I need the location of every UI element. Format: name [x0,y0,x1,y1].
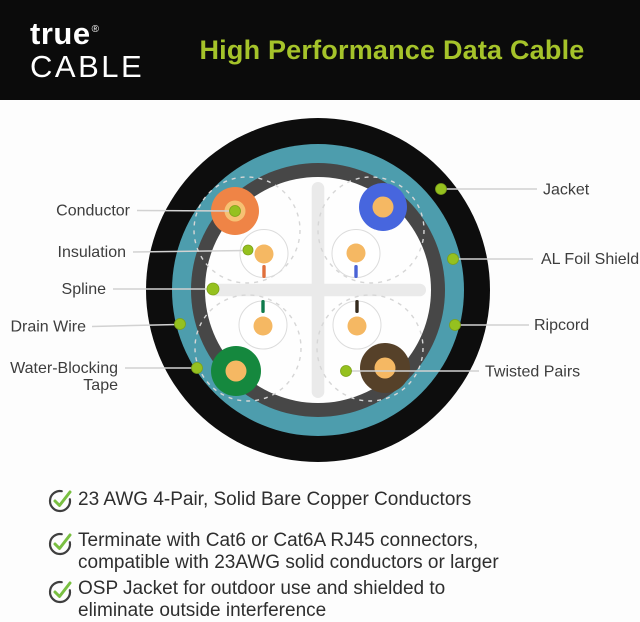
brand-word-true: true [30,16,91,51]
green-wire-conductor [225,360,247,382]
conductor-callout-line [136,209,234,212]
twisted-pair-brown [332,300,410,393]
feature-list: 23 AWG 4-Pair, Solid Bare Copper Conduct… [0,480,640,621]
feature-text: OSP Jacket for outdoor use and shielded … [78,578,445,622]
feature-line: compatible with 23AWG solid conductors o… [78,552,499,573]
pair-boundaries [193,176,425,402]
label-jacket: Jacket [543,182,590,199]
feature-line: 23 AWG 4-Pair, Solid Bare Copper Conduct… [78,489,472,510]
brand-name-true: true® [30,18,162,49]
page-title: High Performance Data Cable [199,34,585,65]
spline-cross [210,182,426,398]
marker-dots [174,183,461,377]
insulation-callout-line [132,249,247,253]
label-drain-wire: Drain Wire [10,319,86,336]
label-conductor: Conductor [56,203,130,220]
label-twisted-pairs: Twisted Pairs [485,364,580,381]
pair-boundary-top-right [317,176,425,284]
checkmark-icon [47,487,73,513]
water-blocking-tape-marker-dot [191,362,203,374]
label-ripcord: Ripcord [534,317,589,334]
checkmark-icon [47,578,73,604]
registered-trademark-mark: ® [91,24,100,35]
header-bar: true® CABLE High Performance Data Cable [0,0,640,100]
white-wire-orange-conductor [254,244,274,264]
orange-stripe [262,265,266,278]
white-wire-brown-conductor [347,316,367,336]
white-wire-green-conductor [253,316,273,336]
callout-lines [91,188,537,372]
feature-line: Terminate with Cat6 or Cat6A RJ45 connec… [78,530,479,551]
pair-boundary-bottom-left [194,294,302,402]
feature-line: eliminate outside interference [78,600,327,621]
label-tape: Tape [83,377,118,394]
insulation-marker-dot [242,244,254,256]
feature-text: 23 AWG 4-Pair, Solid Bare Copper Conduct… [78,488,471,512]
twisted-pairs-marker-dot [340,365,352,377]
feature-text: Terminate with Cat6 or Cat6A RJ45 connec… [78,530,499,574]
feature-item-termination: Terminate with Cat6 or Cat6A RJ45 connec… [47,530,640,574]
blue-wire-conductor [372,196,394,218]
twisted-pair-blue [331,183,407,278]
drain-wire-callout-line [91,323,179,328]
label-spline: Spline [62,281,107,298]
white-wire-blue-conductor [346,243,366,263]
checkmark-icon [47,530,73,556]
al-foil-shield-marker-dot [447,253,459,265]
brand-name-cable: CABLE [30,49,145,84]
label-water-blocking: Water-Blocking [10,360,118,377]
blue-stripe [354,265,358,278]
twisted-pair-green [211,300,288,396]
spline-vertical-arm [311,182,325,398]
label-al-foil-shield: AL Foil Shield [541,251,639,268]
feature-line: OSP Jacket for outdoor use and shielded … [78,578,446,599]
ripcord-marker-dot [449,319,461,331]
cable-cross-section-diagram: Conductor Insulation Spline Drain Wire W… [0,100,640,480]
drain-wire-marker-dot [174,318,186,330]
pair-boundary-bottom-right [316,294,424,402]
feature-item-conductors: 23 AWG 4-Pair, Solid Bare Copper Conduct… [47,487,640,513]
label-insulation: Insulation [58,244,127,261]
conductor-marker-dot [229,205,241,217]
brand-logo: true® CABLE [30,18,162,82]
pair-boundary-top-left [193,176,301,284]
spline-marker-dot [206,282,220,296]
brown-wire-conductor [374,357,396,379]
jacket-marker-dot [435,183,447,195]
feature-item-osp-jacket: OSP Jacket for outdoor use and shielded … [47,578,640,622]
green-stripe [261,300,265,313]
brown-stripe [355,300,359,313]
